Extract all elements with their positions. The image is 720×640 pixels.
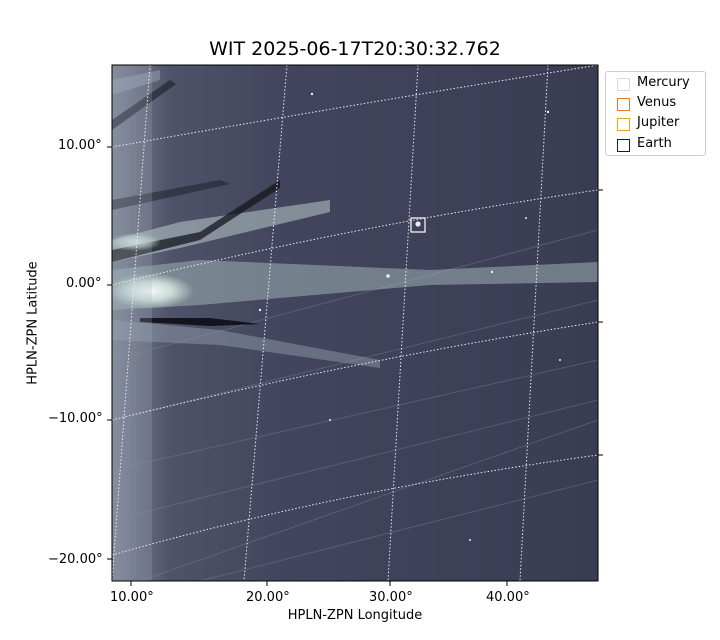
- x-tick-label: 10.00°: [110, 590, 154, 605]
- coronal-features: [112, 65, 598, 581]
- bright-streamer: [112, 260, 598, 310]
- legend-swatch: [617, 77, 630, 91]
- axes-frame: [111, 64, 599, 582]
- axis-ticks: [107, 146, 603, 586]
- legend-entry-venus: [617, 96, 630, 112]
- legend: Mercury Venus Jupiter Earth: [605, 71, 706, 156]
- legend-swatch: [617, 117, 630, 131]
- legend-entry-jupiter: [617, 116, 630, 132]
- figure-title: WIT 2025-06-17T20:30:32.762: [209, 38, 501, 60]
- legend-swatch: [617, 138, 630, 152]
- y-axis-label: HPLN-ZPN Latitude: [25, 261, 41, 385]
- y-tick-label: −20.00°: [48, 552, 103, 567]
- legend-label: Earth: [637, 136, 672, 151]
- x-tick-label: 30.00°: [369, 590, 413, 605]
- legend-entry-earth: [617, 137, 630, 153]
- legend-label: Jupiter: [637, 115, 680, 130]
- earth-marker: [410, 217, 426, 233]
- y-tick-label: 10.00°: [58, 138, 102, 153]
- x-axis-label: HPLN-ZPN Longitude: [287, 608, 423, 623]
- legend-label: Mercury: [637, 75, 690, 90]
- legend-label: Venus: [637, 95, 677, 110]
- coordinate-grid: [112, 65, 598, 581]
- x-tick-label: 40.00°: [486, 590, 530, 605]
- legend-entry-mercury: [617, 76, 630, 92]
- y-tick-label: −10.00°: [48, 411, 103, 426]
- legend-swatch: [617, 97, 630, 111]
- x-tick-label: 20.00°: [246, 590, 290, 605]
- y-tick-label: 0.00°: [66, 276, 102, 291]
